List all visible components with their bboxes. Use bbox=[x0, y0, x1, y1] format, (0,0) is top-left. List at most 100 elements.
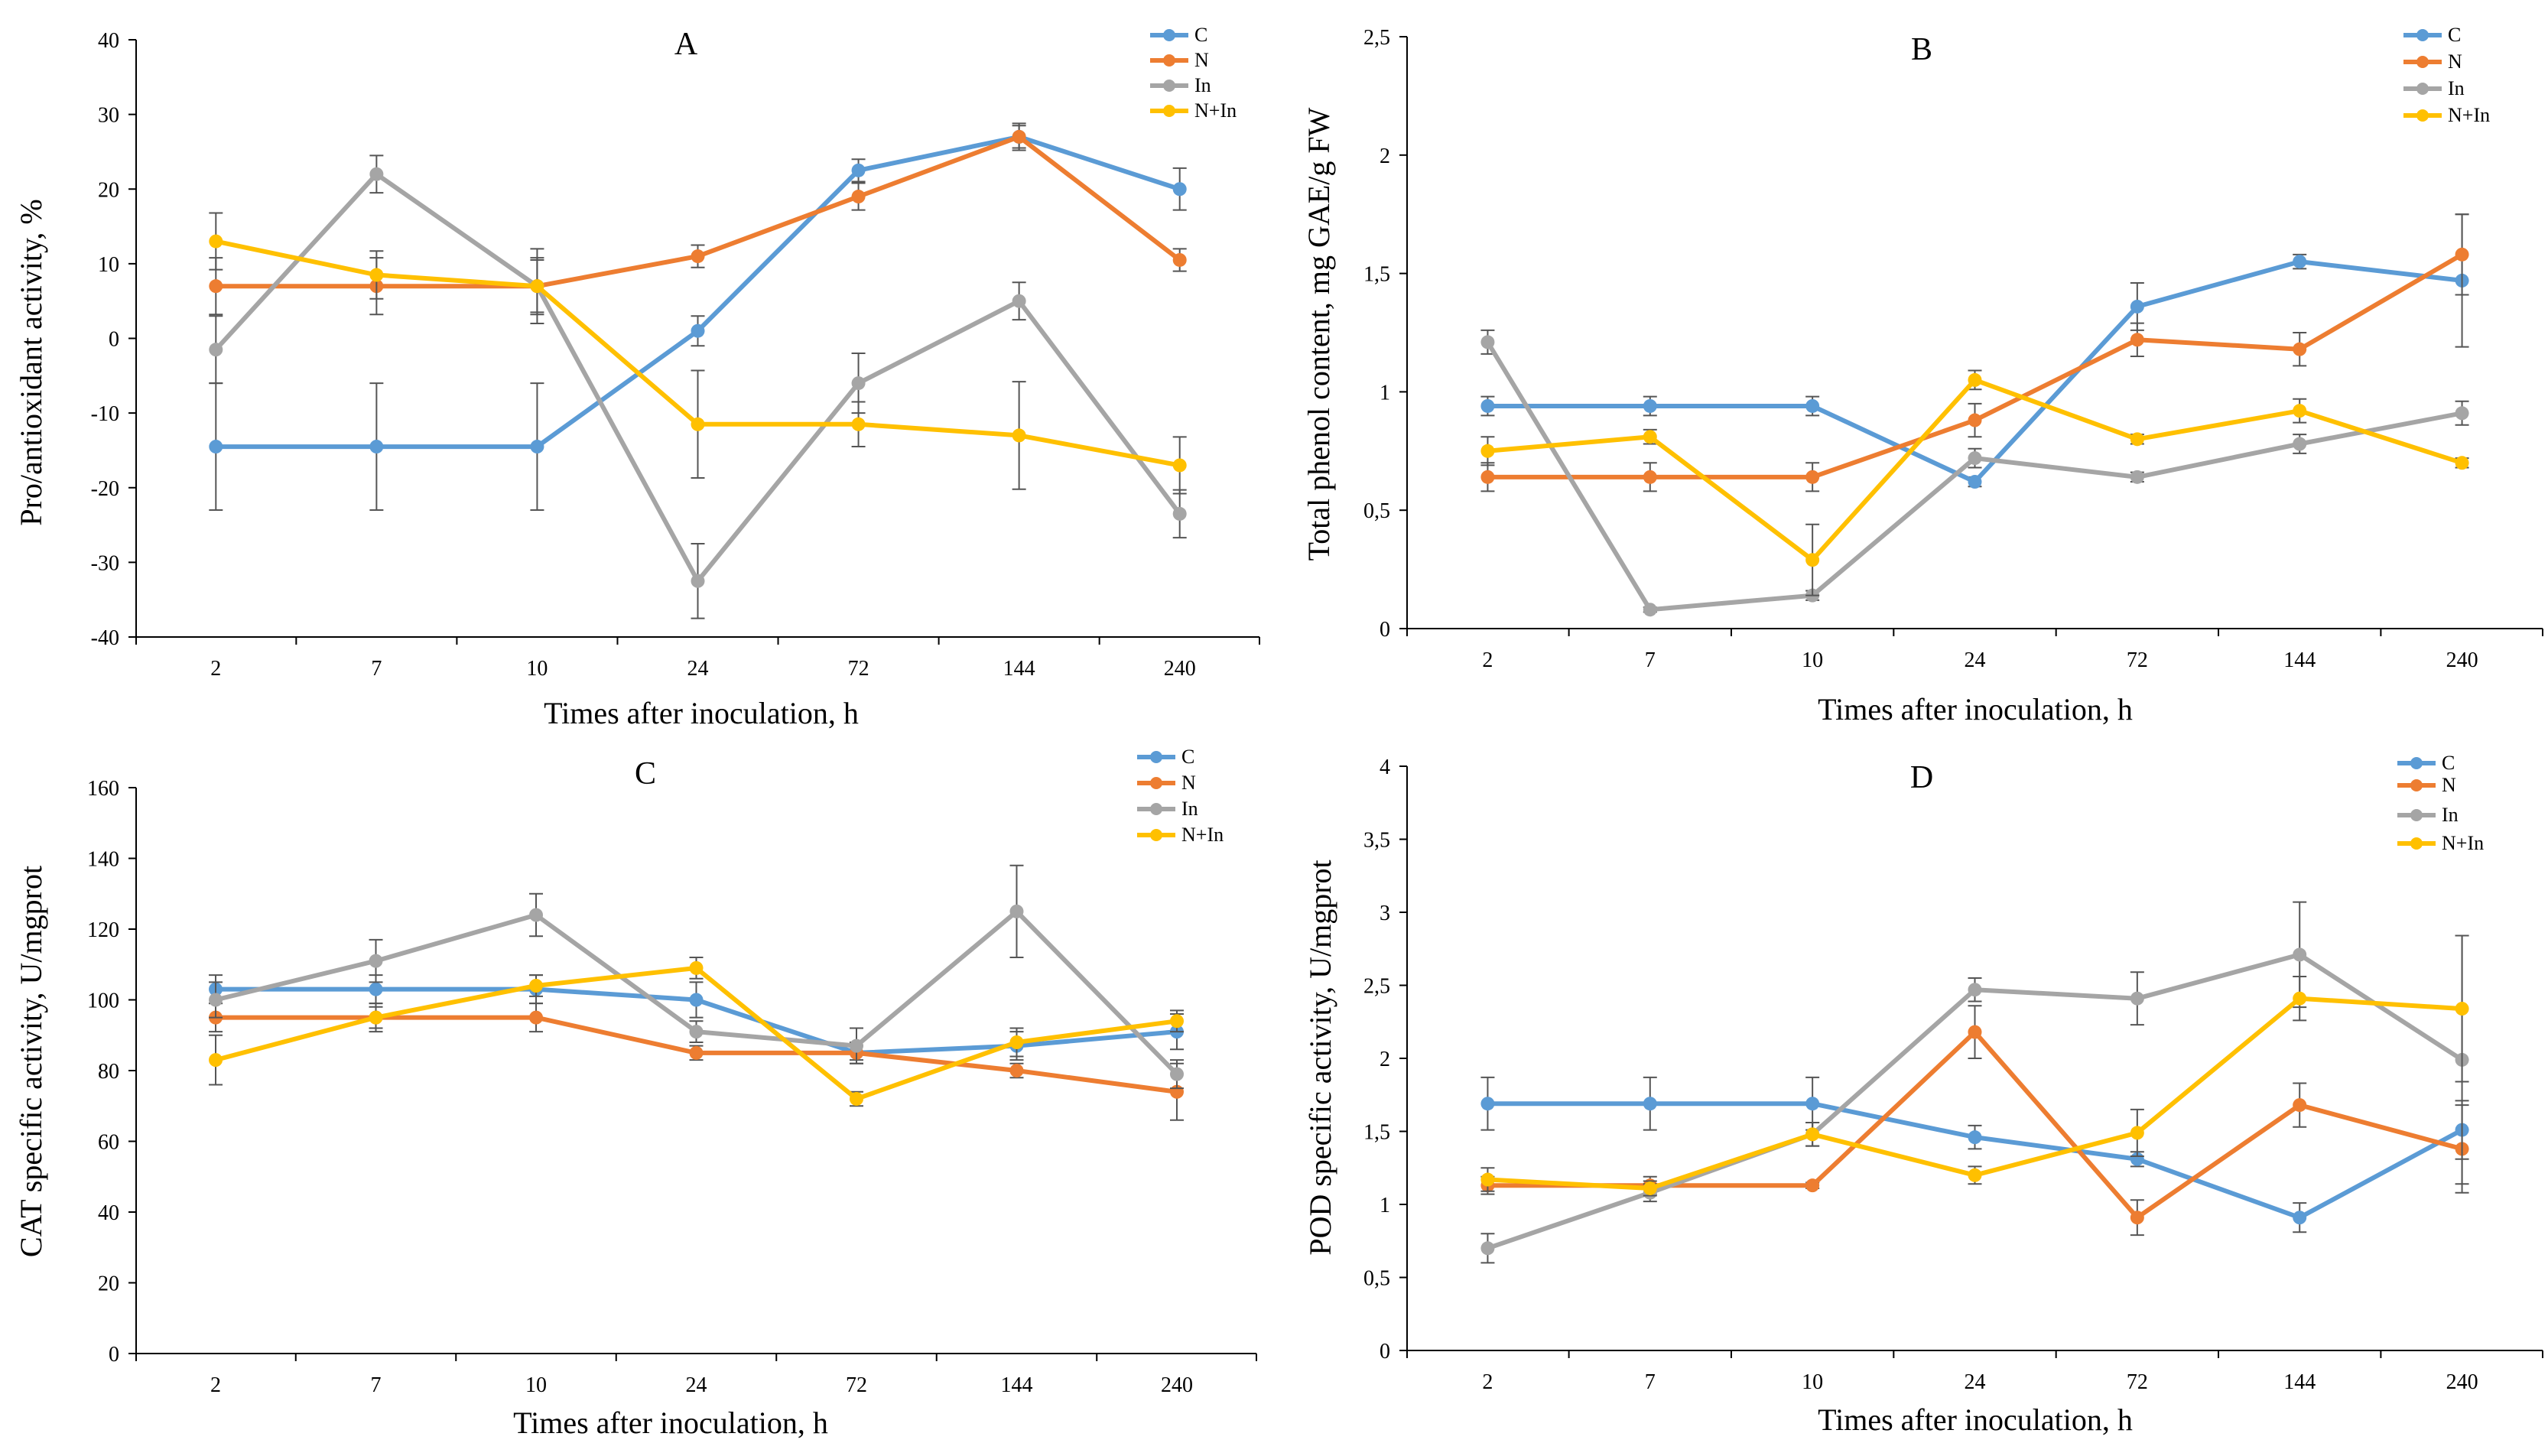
data-point bbox=[530, 440, 544, 454]
series-n-in bbox=[1480, 369, 2469, 596]
x-tick-label: 2 bbox=[210, 657, 221, 681]
y-tick-label: 4 bbox=[1380, 756, 1390, 779]
data-point bbox=[2130, 470, 2144, 484]
y-tick-label: -10 bbox=[91, 402, 119, 426]
series-c bbox=[1480, 213, 2469, 489]
data-point bbox=[1480, 470, 1495, 484]
x-tick-label: 144 bbox=[1003, 657, 1035, 681]
legend-marker-n-in bbox=[2410, 837, 2423, 850]
legend-item-c: C bbox=[1137, 746, 1194, 768]
legend-label-n-in: N+In bbox=[1181, 824, 1224, 846]
data-point bbox=[1968, 1130, 1982, 1145]
legend-label-n-in: N+In bbox=[2442, 832, 2484, 854]
legend-item-in: In bbox=[1150, 74, 1211, 96]
y-tick-label: -40 bbox=[91, 626, 119, 650]
data-point bbox=[689, 1025, 704, 1039]
legend-item-in: In bbox=[2397, 804, 2459, 826]
data-point bbox=[851, 417, 866, 431]
legend-label-n: N bbox=[1194, 49, 1209, 71]
x-tick-label: 240 bbox=[1164, 657, 1196, 681]
data-point bbox=[2455, 456, 2469, 470]
x-tick-label: 24 bbox=[1965, 1370, 1986, 1394]
y-tick-label: 0 bbox=[109, 328, 119, 352]
x-tick-label: 2 bbox=[210, 1373, 221, 1397]
legend-item-n: N bbox=[2397, 774, 2456, 796]
panel-d-xlabel: Times after inoculation, h bbox=[1818, 1402, 2133, 1437]
legend-item-n: N bbox=[1137, 772, 1196, 794]
x-tick-label: 2 bbox=[1482, 1370, 1493, 1394]
data-point bbox=[689, 960, 704, 975]
y-tick-label: 80 bbox=[98, 1060, 119, 1084]
y-tick-label: 1 bbox=[1380, 381, 1390, 405]
y-tick-label: 20 bbox=[98, 1272, 119, 1296]
data-point bbox=[2293, 991, 2307, 1006]
data-point bbox=[369, 1010, 383, 1025]
data-point bbox=[1968, 413, 1982, 427]
series-in bbox=[1480, 329, 2469, 617]
data-point bbox=[209, 993, 223, 1007]
x-tick-label: 10 bbox=[525, 1373, 547, 1397]
data-point bbox=[1805, 398, 1820, 413]
data-point bbox=[369, 954, 383, 968]
y-tick-label: 1 bbox=[1380, 1194, 1390, 1217]
data-point bbox=[1968, 1168, 1982, 1182]
x-tick-label: 240 bbox=[1161, 1373, 1193, 1397]
data-point bbox=[529, 979, 544, 993]
data-point bbox=[2130, 1211, 2144, 1225]
data-point bbox=[369, 167, 384, 181]
legend-label-n: N bbox=[1181, 772, 1196, 794]
data-point bbox=[849, 1092, 863, 1106]
x-tick-label: 240 bbox=[2446, 648, 2478, 672]
data-point bbox=[1480, 335, 1495, 349]
x-tick-label: 7 bbox=[371, 1373, 382, 1397]
data-point bbox=[1169, 1067, 1184, 1081]
x-tick-label: 24 bbox=[687, 657, 709, 681]
series-n bbox=[1480, 213, 2469, 492]
y-tick-label: 0 bbox=[1380, 1340, 1390, 1363]
legend-label-c: C bbox=[2442, 752, 2455, 774]
data-point bbox=[1172, 182, 1187, 197]
data-point bbox=[2293, 947, 2307, 962]
series-in bbox=[209, 864, 1184, 1090]
data-point bbox=[851, 376, 866, 391]
y-tick-label: 1,5 bbox=[1363, 1121, 1390, 1145]
y-tick-label: 3 bbox=[1380, 902, 1390, 925]
data-point bbox=[1172, 506, 1187, 521]
data-point bbox=[2130, 1126, 2144, 1140]
data-point bbox=[2293, 437, 2307, 451]
legend-label-n: N bbox=[2448, 50, 2462, 73]
data-point bbox=[1480, 398, 1495, 413]
y-tick-label: 10 bbox=[98, 253, 119, 277]
panel-d-ylabel: POD specific activity, U/mgprot bbox=[1303, 860, 1337, 1255]
data-point bbox=[209, 343, 223, 357]
x-tick-label: 72 bbox=[848, 657, 869, 681]
data-point bbox=[1480, 444, 1495, 458]
data-point bbox=[369, 440, 384, 454]
legend-label-in: In bbox=[1181, 798, 1198, 820]
x-tick-label: 72 bbox=[2127, 1370, 2148, 1394]
panel-c-legend: C N In N+In bbox=[1137, 746, 1224, 846]
data-point bbox=[1480, 1172, 1495, 1187]
data-point bbox=[1480, 1097, 1495, 1111]
data-point bbox=[2455, 247, 2469, 262]
legend-label-in: In bbox=[2448, 77, 2465, 99]
legend-marker-c bbox=[2416, 29, 2429, 41]
legend-marker-n-in bbox=[1163, 105, 1175, 117]
panel-b-ylabel: Total phenol content, mg GAE/g FW bbox=[1302, 107, 1336, 561]
y-tick-label: 2 bbox=[1380, 145, 1390, 168]
legend-item-n-in: N+In bbox=[1150, 99, 1237, 122]
data-point bbox=[2293, 342, 2307, 356]
y-tick-label: 120 bbox=[87, 918, 119, 942]
data-point bbox=[1009, 1035, 1024, 1049]
legend-marker-c bbox=[1163, 29, 1175, 41]
data-point bbox=[209, 440, 223, 454]
data-point bbox=[2293, 255, 2307, 269]
data-point bbox=[1805, 1127, 1820, 1142]
data-point bbox=[851, 163, 866, 177]
panel-a-xlabel: Times after inoculation, h bbox=[544, 696, 859, 730]
data-point bbox=[689, 1045, 704, 1060]
data-point bbox=[849, 1038, 863, 1053]
legend-item-n-in: N+In bbox=[2403, 104, 2490, 126]
data-point bbox=[1968, 372, 1982, 387]
